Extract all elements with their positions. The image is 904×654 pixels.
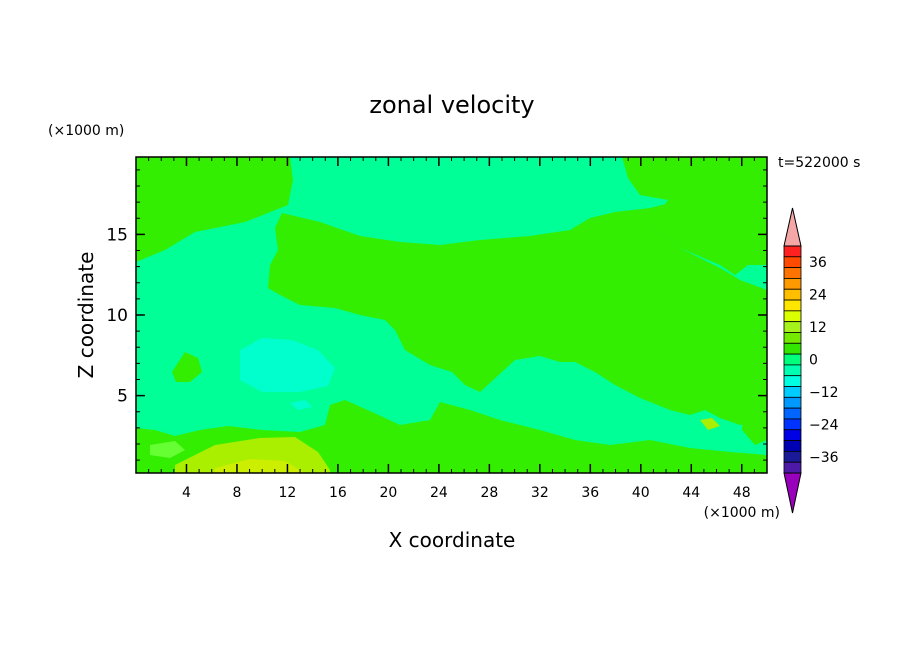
y-axis-label: Z coordinate [74,252,98,379]
colorbar-segment [783,386,802,398]
colorbar-segment [783,267,802,279]
colorbar-tick-label: 24 [809,288,827,304]
colorbar-under-arrow [783,472,802,514]
colorbar-tick-label: 36 [809,255,827,271]
x-tick-label: 36 [581,485,599,501]
contour-top-left [136,157,293,262]
colorbar-segment [783,342,802,355]
colorbar-segment [783,256,802,269]
contour-lowlevel-patch-d [700,418,720,430]
contour-right-strip [738,335,767,445]
contour-negative-patch-small [290,400,312,410]
colorbar-over-arrow [783,207,802,247]
x-units-label: (×1000 m) [704,505,780,521]
colorbar-segment [783,288,802,301]
contour-lowlevel-patch-b [175,437,330,473]
x-tick-label: 48 [733,485,751,501]
colorbar-segment [783,396,802,409]
colorbar-segment [783,299,802,312]
x-tick-label: 4 [182,485,191,501]
colorbar-segment [783,418,802,431]
contour-lowlevel-patch-a [150,441,185,458]
y-tick-label: 10 [106,306,128,326]
chart-title: zonal velocity [369,91,534,119]
colorbar-segment [783,353,802,366]
colorbar-segment [783,407,802,420]
colorbar-ticks: 36 24 12 0 −12 −24 −36 [809,255,839,466]
plot-area [136,157,767,473]
x-axis-label: X coordinate [389,528,516,552]
x-tick-label: 8 [232,485,241,501]
colorbar-segment [783,450,802,463]
contour-top-right [622,157,767,275]
contour-negative-patch [240,338,335,392]
x-tick-label: 32 [531,485,549,501]
colorbar-segment [783,375,802,387]
y-tick-label: 15 [106,225,128,245]
colorbar-tick-label: −24 [809,417,839,433]
colorbar-segment [783,321,802,333]
colorbar-tick-label: −36 [809,450,839,466]
x-tick-label: 40 [632,485,650,501]
colorbar-segment [783,332,802,344]
y-units-label: (×1000 m) [48,123,124,139]
colorbar-segment [783,461,802,474]
x-ticks: 4 8 12 16 20 24 28 32 36 40 44 48 [148,157,755,501]
x-tick-label: 28 [480,485,498,501]
x-tick-label: 16 [329,485,347,501]
colorbar-tick-label: 0 [809,353,818,369]
colorbar-segment [783,310,802,323]
x-tick-label: 20 [379,485,397,501]
colorbar-segment [783,440,802,452]
contour-left-blob [172,352,202,382]
colorbar-tick-label: −12 [809,385,839,401]
x-tick-label: 44 [682,485,700,501]
contour-center [268,203,767,425]
colorbar [783,207,802,514]
x-tick-label: 24 [430,485,448,501]
colorbar-segment [783,364,802,377]
colorbar-segment [783,278,802,290]
colorbar-tick-label: 12 [809,320,827,336]
colorbar-segment [783,429,802,441]
y-ticks: 5 10 15 [106,169,767,461]
x-tick-label: 12 [279,485,297,501]
time-label: t=522000 s [778,155,860,171]
colorbar-segment [783,245,802,258]
y-tick-label: 5 [117,387,128,407]
